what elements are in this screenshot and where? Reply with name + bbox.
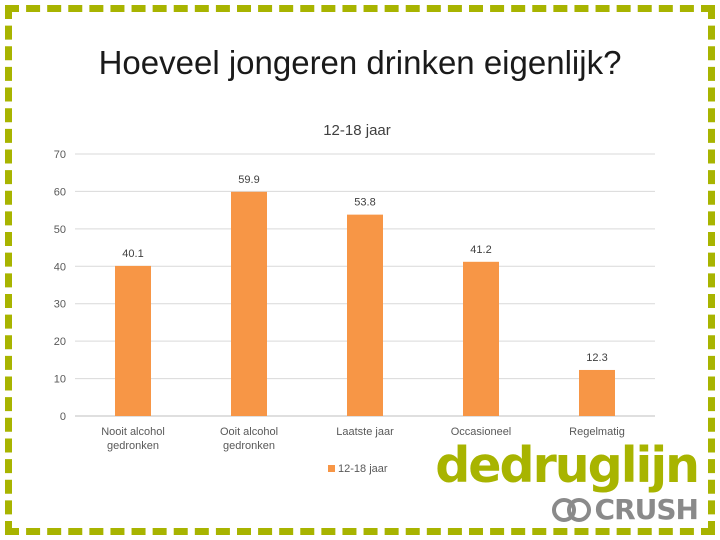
- legend-label: 12-18 jaar: [338, 463, 388, 475]
- data-label: 41.2: [470, 244, 491, 256]
- data-label: 12.3: [586, 352, 607, 364]
- druglijn-logo: dedruglijn: [435, 437, 700, 494]
- data-label: 53.8: [354, 197, 375, 209]
- y-tick-label: 0: [60, 411, 66, 423]
- brand-logo: dedruglijn CRUSH: [435, 437, 700, 526]
- data-labels: 40.1 59.9 53.8 41.2 12.3: [122, 174, 607, 364]
- y-tick-label: 70: [54, 149, 66, 161]
- data-label: 40.1: [122, 248, 143, 260]
- crush-wordmark: CRUSH: [594, 493, 699, 526]
- bar: [347, 214, 383, 416]
- y-tick-label: 30: [54, 299, 66, 311]
- x-tick-label: Nooit alcohol gedronken: [101, 426, 165, 452]
- x-tick-label: Regelmatig: [569, 426, 625, 438]
- x-tick-label: Ooit alcohol gedronken: [220, 426, 278, 452]
- bar: [115, 265, 151, 416]
- legend: 12-18 jaar: [328, 463, 388, 475]
- y-tick-label: 40: [54, 261, 66, 273]
- slide-title: Hoeveel jongeren drinken eigenlijk?: [98, 44, 622, 81]
- bar: [463, 261, 499, 416]
- x-tick-label: Occasioneel: [451, 426, 512, 438]
- crush-logo: CRUSH: [435, 493, 699, 526]
- bar: [231, 191, 267, 416]
- data-label: 59.9: [238, 174, 259, 186]
- x-axis-ticks: Nooit alcohol gedronken Ooit alcohol gedron…: [101, 426, 625, 452]
- y-tick-label: 50: [54, 224, 66, 236]
- x-tick-label: Laatste jaar: [336, 426, 394, 438]
- bars: [115, 191, 615, 416]
- y-tick-label: 20: [54, 336, 66, 348]
- bar: [579, 369, 615, 416]
- y-axis-ticks: 0 10 20 30 40 50 60 70: [54, 149, 66, 423]
- legend-swatch: [328, 465, 335, 472]
- y-tick-label: 60: [54, 186, 66, 198]
- chart-title: 12-18 jaar: [323, 122, 391, 139]
- crush-rings-icon: [551, 498, 591, 522]
- y-tick-label: 10: [54, 374, 66, 386]
